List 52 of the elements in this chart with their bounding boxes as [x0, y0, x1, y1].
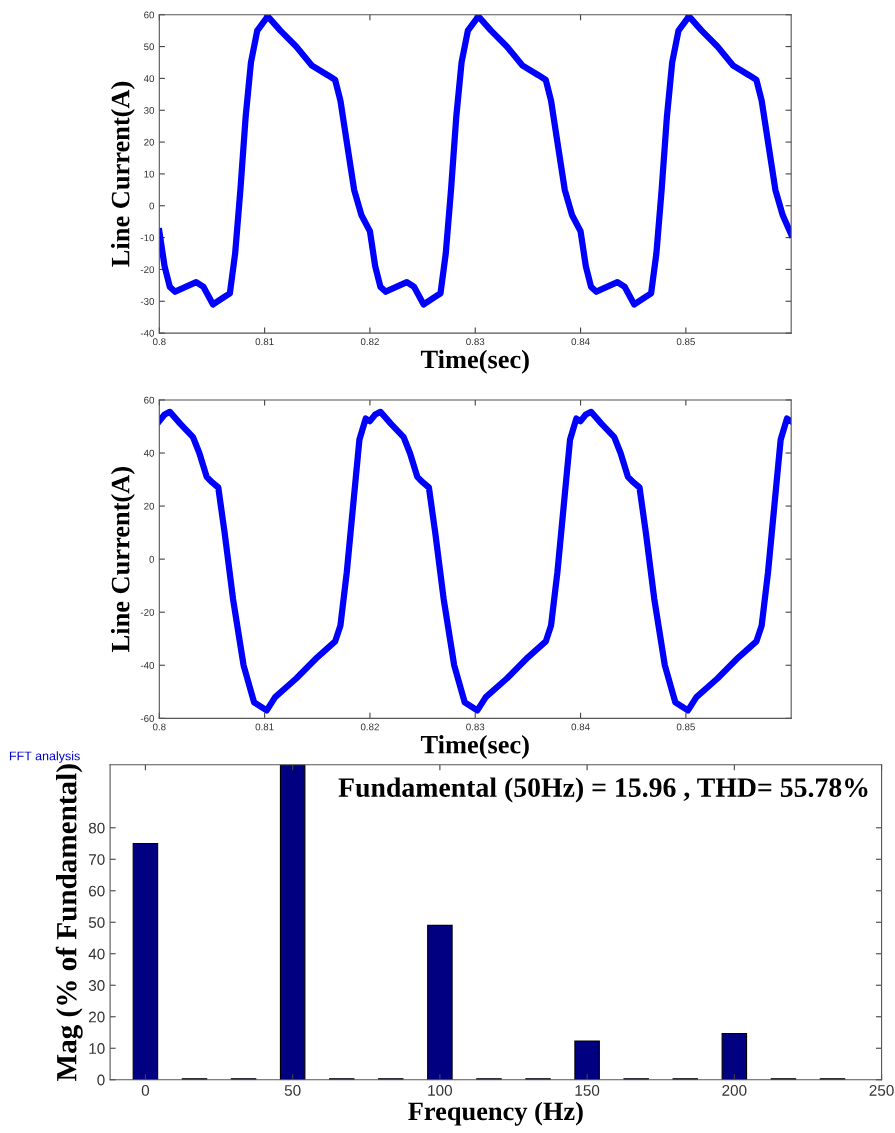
x-tick-label: 50 [284, 1085, 301, 1096]
y-tick-label: 50 [144, 43, 155, 51]
y-tick-label: -60 [140, 715, 155, 722]
y-tick-label: 40 [88, 948, 105, 960]
y-tick-label: 40 [143, 449, 155, 457]
x-tick-label: 0.84 [571, 723, 590, 731]
y-tick-label: 30 [144, 106, 155, 114]
y-tick-label: 20 [144, 502, 155, 510]
y-tick-label: -40 [140, 329, 155, 337]
y-tick-label: 60 [144, 396, 155, 404]
y-axis-title: Line Current(A) [110, 467, 135, 652]
y-tick-label: -20 [140, 608, 155, 616]
y-tick-label: 60 [144, 11, 155, 19]
y-tick-label: -10 [140, 234, 155, 242]
y-tick-label: 50 [88, 917, 105, 928]
y-tick-label: -30 [140, 298, 155, 305]
x-tick-label: 0.84 [571, 338, 590, 346]
text: FFT analysis [9, 751, 80, 763]
y-tick-label: -20 [140, 266, 155, 274]
x-tick-label: 0.8 [152, 338, 166, 346]
y-tick-label: 20 [89, 1011, 105, 1023]
x-tick-label: 150 [575, 1085, 600, 1096]
y-tick-label: 10 [89, 1043, 105, 1054]
y-tick-label: 30 [88, 980, 105, 991]
y-tick-label: 20 [144, 138, 155, 146]
y-tick-label: -40 [140, 661, 155, 669]
y-tick-label: 80 [88, 822, 105, 834]
x-tick-label: 0.8 [152, 723, 166, 731]
x-tick-label: 200 [722, 1085, 747, 1096]
y-tick-label: 40 [143, 75, 155, 83]
y-tick-label: 0 [149, 202, 155, 210]
x-tick-label: 0.81 [255, 723, 274, 731]
x-tick-label: 0.83 [466, 338, 485, 346]
x-tick-label: 250 [869, 1085, 894, 1096]
x-tick-label: 0.85 [676, 723, 695, 731]
x-axis-title: Time(sec) [420, 735, 529, 759]
x-tick-label: 0.82 [360, 723, 379, 731]
y-tick-label: 60 [89, 885, 105, 897]
x-axis-title: Time(sec) [420, 349, 529, 374]
x-tick-label: 100 [428, 1085, 453, 1096]
x-axis-title: Frequency (Hz) [408, 1101, 583, 1126]
y-tick-label: 0 [97, 1074, 105, 1086]
chart-title: Fundamental (50Hz) = 15.96 , THD= 55.78% [338, 777, 868, 803]
y-tick-label: 0 [149, 555, 155, 563]
x-tick-label: 0.81 [255, 338, 274, 346]
y-axis-title: Line Current(A) [110, 81, 135, 267]
y-axis-title: Mag (% of Fundamental) [55, 764, 83, 1081]
y-tick-label: 10 [144, 170, 155, 178]
x-tick-label: 0.82 [360, 338, 379, 346]
y-tick-label: 70 [89, 854, 105, 865]
x-tick-label: 0.83 [466, 723, 485, 731]
x-tick-label: 0.85 [676, 338, 695, 346]
